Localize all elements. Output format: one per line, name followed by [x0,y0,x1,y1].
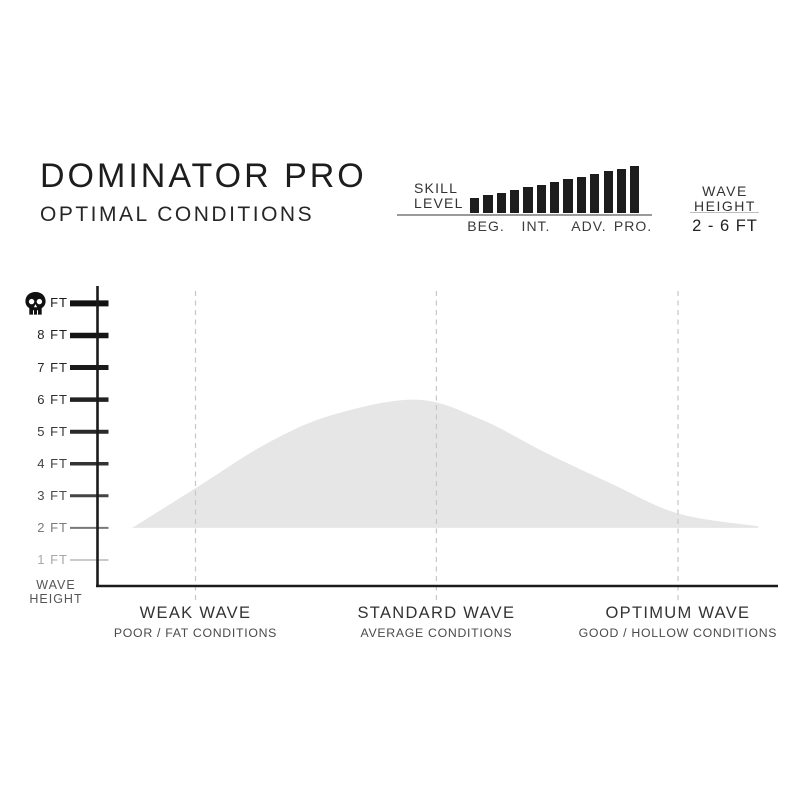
wave-label-line1: WAVE [702,183,748,199]
skill-level-bars [470,166,650,213]
y-tick-label-2-ft: 2 FT [37,519,68,535]
wave-height-range: 2 - 6 FT [692,217,758,235]
y-caption-line1: WAVE [36,578,76,592]
skill-baseline-divider [397,214,652,216]
x-category-title: WEAK WAVE [139,604,252,622]
skill-bar-7 [550,182,560,213]
y-tick-label-7-ft: 7 FT [37,359,68,375]
x-category-optimum-wave: OPTIMUM WAVE GOOD / HOLLOW CONDITIONS [538,604,800,640]
y-tick-label-5-ft: 5 FT [37,423,68,439]
skill-label-line2: LEVEL [414,194,464,211]
skill-bar-6 [536,184,546,213]
skill-level-pro: PRO. [613,218,653,234]
skill-bar-10 [590,174,600,213]
skill-bar-1 [470,198,480,213]
wave-label-line2: HEIGHT [694,197,756,214]
y-tick-label-3-ft: 3 FT [37,487,68,503]
skill-level-label: SKILL LEVEL [414,181,464,210]
page-title: DOMINATOR PRO [40,157,367,195]
y-caption-line2: HEIGHT [29,592,83,606]
wave-conditions-area [132,399,759,528]
x-category-standard-wave: STANDARD WAVE AVERAGE CONDITIONS [296,604,576,640]
skill-level-adv: ADV. [571,218,607,234]
skill-bar-8 [563,179,573,213]
skill-bar-9 [576,176,586,213]
skill-level-int: INT. [521,218,551,234]
header: DOMINATOR PRO OPTIMAL CONDITIONS [40,157,367,227]
skill-bar-3 [496,192,506,213]
skill-bar-4 [510,190,520,213]
x-category-subtitle: POOR / FAT CONDITIONS [113,626,278,640]
skill-bar-12 [616,168,627,213]
wave-height-divider [690,212,759,213]
y-tick-label-6-ft: 6 FT [37,391,68,407]
wave-height-label: WAVE HEIGHT [655,184,795,213]
y-axis-caption: WAVE HEIGHT [20,578,92,606]
skill-bar-2 [483,195,493,213]
skill-bar-13 [630,166,640,213]
x-category-weak-wave: WEAK WAVE POOR / FAT CONDITIONS [55,604,335,640]
skill-level-beg: BEG. [467,218,505,234]
y-tick-label-8-ft: 8 FT [37,327,68,343]
y-tick-label-4-ft: 4 FT [37,455,68,471]
skill-bar-5 [523,187,533,213]
y-tick-label-1-ft: 1 FT [37,551,68,567]
skill-bar-11 [603,171,613,213]
x-category-subtitle: AVERAGE CONDITIONS [360,626,513,640]
skull-danger-icon [25,291,46,320]
page-subtitle: OPTIMAL CONDITIONS [40,203,315,226]
x-category-title: OPTIMUM WAVE [605,604,751,622]
x-category-title: STANDARD WAVE [357,604,516,622]
x-category-subtitle: GOOD / HOLLOW CONDITIONS [578,626,778,640]
skill-label-line1: SKILL [414,180,459,196]
